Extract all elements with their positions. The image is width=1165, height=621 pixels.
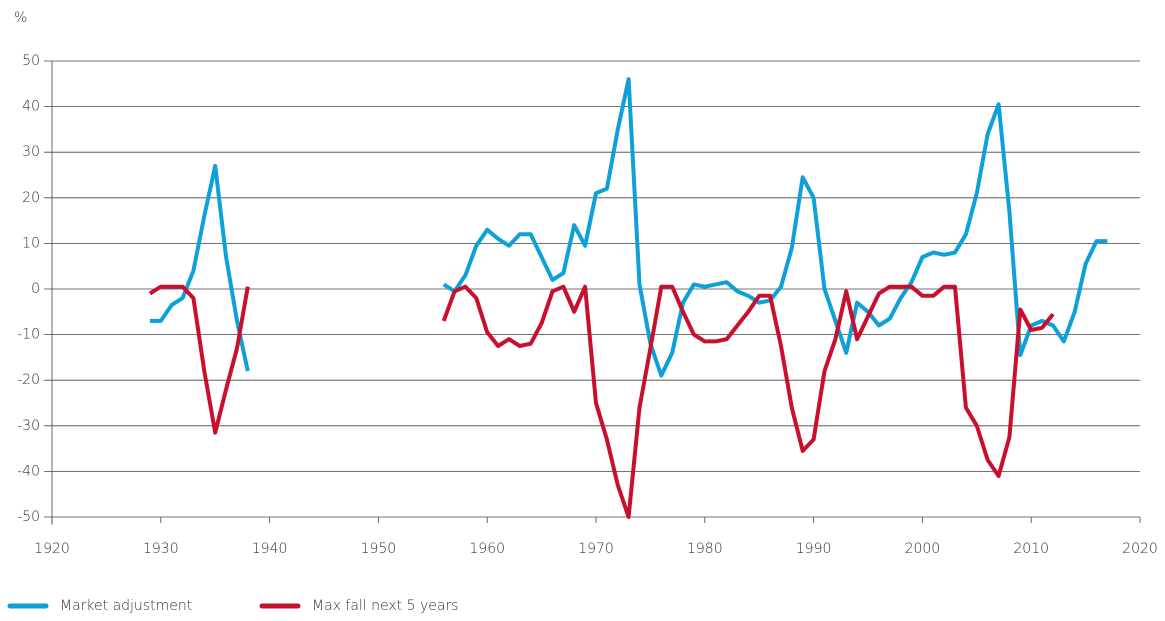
x-tick-label: 1960	[469, 541, 505, 557]
x-tick-label: 1970	[578, 541, 614, 557]
x-tick-label: 2020	[1122, 541, 1158, 557]
y-tick-label: -40	[17, 463, 40, 479]
x-tick-label: 1930	[143, 541, 179, 557]
y-tick-label: 50	[22, 53, 40, 69]
line-series	[148, 284, 1055, 519]
legend-label: Max fall next 5 years	[312, 598, 458, 614]
x-tick-label: 2010	[1013, 541, 1049, 557]
y-tick-label: -20	[17, 372, 40, 388]
y-tick-label: 30	[22, 144, 40, 160]
line-series	[149, 77, 1108, 378]
x-tick-label: 1940	[252, 541, 288, 557]
x-tick-label: 1950	[361, 541, 397, 557]
y-tick-label: 40	[22, 99, 40, 115]
y-tick-label: -10	[17, 327, 40, 343]
x-tick-label: 1980	[687, 541, 723, 557]
x-tick-label: 1990	[796, 541, 832, 557]
y-tick-label: -50	[17, 509, 40, 525]
y-tick-label: -30	[17, 418, 40, 434]
y-tick-label: 20	[22, 190, 40, 206]
x-tick-label: 2000	[905, 541, 941, 557]
x-tick-label: 1920	[34, 541, 70, 557]
y-tick-label: 10	[22, 235, 40, 251]
y-tick-label: 0	[31, 281, 40, 297]
y-axis-label: %	[14, 10, 27, 26]
legend-label: Market adjustment	[60, 598, 192, 614]
